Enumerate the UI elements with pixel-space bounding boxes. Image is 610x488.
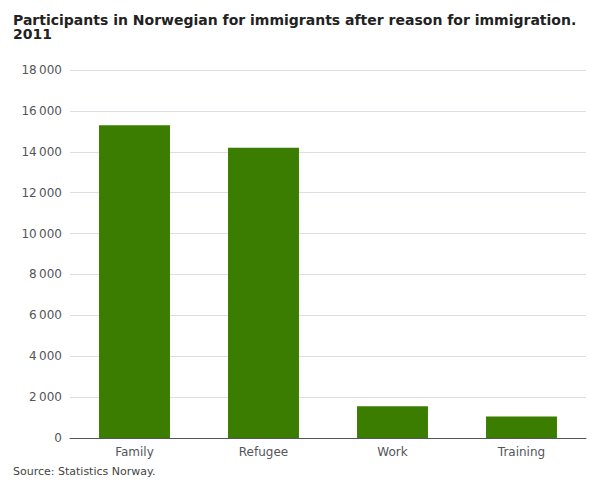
svg-text:10 000: 10 000 [21, 227, 62, 241]
svg-text:6 000: 6 000 [29, 308, 62, 322]
svg-text:2011: 2011 [13, 26, 52, 42]
svg-text:18 000: 18 000 [21, 63, 62, 77]
svg-text:4 000: 4 000 [29, 349, 62, 363]
svg-text:Refugee: Refugee [239, 445, 288, 459]
svg-text:2 000: 2 000 [29, 390, 62, 404]
svg-text:Work: Work [377, 445, 407, 459]
svg-text:16 000: 16 000 [21, 104, 62, 118]
svg-text:14 000: 14 000 [21, 145, 62, 159]
svg-text:0: 0 [54, 431, 62, 445]
svg-text:Source: Statistics Norway.: Source: Statistics Norway. [13, 465, 155, 478]
svg-text:Participants in Norwegian for: Participants in Norwegian for immigrants… [13, 12, 581, 28]
svg-text:Family: Family [115, 445, 154, 459]
svg-text:Training: Training [497, 445, 545, 459]
svg-text:8 000: 8 000 [29, 267, 62, 281]
svg-text:12 000: 12 000 [21, 186, 62, 200]
